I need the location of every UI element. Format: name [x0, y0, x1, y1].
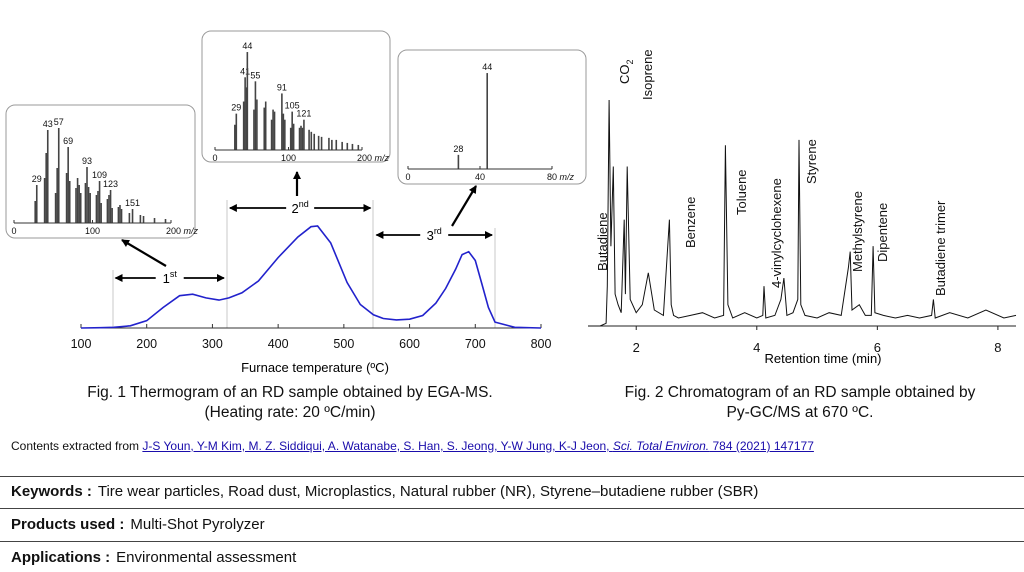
x-tick-label: 600	[399, 337, 420, 351]
peak-label: Toluene	[734, 169, 749, 215]
ms-peak-label: 121	[296, 109, 311, 119]
applications-row: Applications : Environmental assessment	[11, 549, 296, 566]
figure-2-caption: Fig. 2 Chromatogram of an RD sample obta…	[585, 383, 1015, 423]
peak-label: CO2	[617, 59, 635, 84]
divider	[0, 508, 1024, 509]
x-tick-label: 200	[136, 337, 157, 351]
keywords-value: Tire wear particles, Road dust, Micropla…	[97, 483, 759, 500]
ms-peak-label: 44	[482, 62, 492, 72]
ms-peak-label: 93	[82, 156, 92, 166]
region-label-bg	[420, 225, 449, 241]
inset-tick-label: 40	[475, 172, 485, 182]
inset-tick-label: 0	[11, 226, 16, 236]
pointer-arrow-3rd	[451, 185, 477, 227]
peak-label: Styrene	[804, 139, 819, 184]
keywords-label: Keywords :	[11, 483, 92, 500]
region-label: 2nd	[292, 199, 309, 216]
inset-tick-label: 200 m/z	[166, 226, 199, 236]
ms-peak-label: 29	[231, 103, 241, 113]
x-tick-label: 800	[531, 337, 552, 351]
thermogram-line	[80, 225, 542, 329]
inset-tick-label: 100	[281, 153, 296, 163]
x-tick-label: 2	[633, 340, 640, 355]
region-arrows: 1st 2nd 3rd	[112, 171, 496, 328]
ms-peak-label: 44	[242, 41, 252, 51]
keywords-row: Keywords : Tire wear particles, Road dust…	[11, 483, 758, 500]
ms-peak-label: 57	[54, 117, 64, 127]
source-citation: Contents extracted from J-S Youn, Y-M Ki…	[11, 439, 814, 453]
reference-authors: J-S Youn, Y-M Kim, M. Z. Siddiqui, A. Wa…	[142, 439, 613, 453]
x-tick-label: 100	[71, 337, 92, 351]
figure-2-caption-line2: Py-GC/MS at 670 ºC.	[726, 404, 874, 421]
source-prefix: Contents extracted from	[11, 439, 143, 453]
x-tick-label: 6	[874, 340, 881, 355]
x-tick-label: 700	[465, 337, 486, 351]
x-tick-label: 4	[753, 340, 760, 355]
ms-peak-label: 105	[285, 101, 300, 111]
thermogram-x-axis: 100 200 300 400 500 600 700 800	[71, 324, 552, 351]
figure-1-caption-line1: Fig. 1 Thermogram of an RD sample obtain…	[87, 384, 493, 401]
inset-tick-label: 100	[85, 226, 100, 236]
reference-link[interactable]: J-S Youn, Y-M Kim, M. Z. Siddiqui, A. Wa…	[142, 439, 814, 453]
inset-frame	[397, 49, 587, 185]
products-row: Products used : Multi-Shot Pyrolyzer	[11, 516, 265, 533]
peak-label: Methylstyrene	[850, 191, 865, 272]
region-label-bg	[155, 268, 184, 284]
x-tick-label: 8	[994, 340, 1001, 355]
peak-label: Butadiene trimer	[933, 200, 948, 296]
ms-peak-label: 55	[250, 70, 260, 80]
x-tick-label: 400	[268, 337, 289, 351]
figure-1-caption: Fig. 1 Thermogram of an RD sample obtain…	[40, 383, 540, 423]
figure-1-caption-line2: (Heating rate: 20 ºC/min)	[204, 404, 376, 421]
inset-frame	[5, 104, 196, 239]
chromatogram-x-label: Retention time (min)	[764, 351, 881, 366]
peak-label: Isoprene	[640, 49, 655, 100]
thermogram-x-label: Furnace temperature (ºC)	[241, 360, 389, 375]
ms-peak-label: 41	[240, 66, 250, 76]
divider	[0, 476, 1024, 477]
ms-peak-label: 123	[103, 179, 118, 189]
ms-peak-label: 28	[453, 144, 463, 154]
divider	[0, 541, 1024, 542]
reference-journal: Sci. Total Environ.	[612, 439, 710, 453]
region-label: 1st	[163, 269, 178, 286]
products-value: Multi-Shot Pyrolyzer	[130, 516, 265, 533]
peak-label: Benzene	[683, 197, 698, 248]
x-tick-label: 500	[333, 337, 354, 351]
inset-tick-label: 0	[212, 153, 217, 163]
ms-peak-label: 91	[277, 82, 287, 92]
reference-citation: 784 (2021) 147177	[709, 439, 814, 453]
inset-tick-label: 200 m/z	[357, 153, 390, 163]
inset-frame	[201, 30, 391, 163]
ms-peak-label: 109	[92, 170, 107, 180]
region-label: 3rd	[427, 226, 442, 243]
applications-label: Applications :	[11, 549, 111, 566]
peak-label: 4-vinylcyclohexene	[769, 178, 784, 288]
products-label: Products used :	[11, 516, 125, 533]
chromatogram-peak-labels: Butadiene CO2 Isoprene Benzene Toluene 4-viny…	[595, 49, 948, 296]
inset-tick-label: 0	[405, 172, 410, 182]
region-label-bg	[286, 198, 315, 214]
peak-label: Butadiene	[595, 212, 610, 271]
ms-peak-label: 43	[43, 119, 53, 129]
pointer-arrow-1st	[121, 239, 167, 267]
ms-peak-label: 151	[125, 198, 140, 208]
x-tick-label: 300	[202, 337, 223, 351]
mass-spectrum-inset: 28 44 0 40 80 m/z	[397, 49, 587, 185]
peak-label: Dipentene	[875, 203, 890, 262]
chromatogram-line	[588, 99, 1017, 327]
applications-value: Environmental assessment	[116, 549, 297, 566]
chromatogram-x-axis: 2 4 6 8	[588, 325, 1016, 355]
ms-peak-label: 69	[63, 136, 73, 146]
figure-2-caption-line1: Fig. 2 Chromatogram of an RD sample obta…	[624, 384, 976, 401]
ms-peak-label: 29	[32, 174, 42, 184]
inset-tick-label: 80 m/z	[547, 172, 575, 182]
